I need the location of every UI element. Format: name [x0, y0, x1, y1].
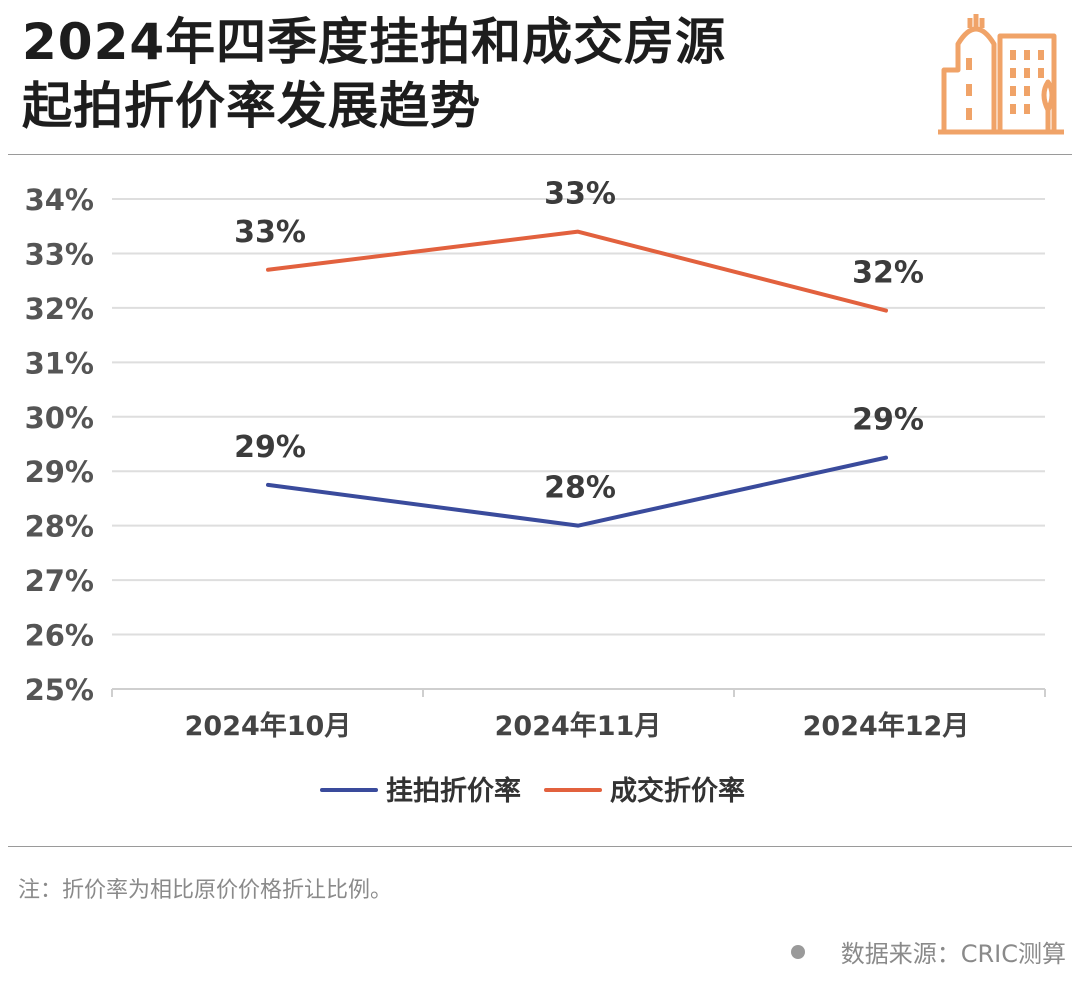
y-tick-label: 26% — [25, 619, 94, 653]
title-line-1: 2024年四季度挂拍和成交房源 — [22, 13, 727, 71]
bullet-dot-icon — [790, 944, 805, 959]
x-tick-label: 2024年11月 — [495, 710, 662, 742]
y-axis-ticks: 25% 26% 27% 28% 29% 30% 31% 32% 33% 34% — [25, 183, 94, 707]
line-chart: 25%26%27%28%29%30%31%32%33%34% 2024年10月 2… — [25, 177, 1046, 807]
building-icon — [938, 14, 1064, 135]
header-divider — [8, 154, 1072, 155]
y-tick-label: 27% — [25, 564, 94, 598]
footnote: 注：折价率为相比原价价格折让比例。 — [18, 878, 393, 903]
y-tick-label: 25% — [25, 673, 94, 707]
series-lines — [266, 229, 888, 528]
gridlines — [111, 198, 1046, 697]
y-tick-label: 34% — [25, 183, 94, 217]
y-tick-label: 31% — [25, 346, 94, 380]
y-tick-label: 33% — [25, 237, 94, 271]
y-tick-label: 32% — [25, 292, 94, 326]
x-tick-label: 2024年10月 — [185, 710, 352, 742]
x-axis-ticks: 2024年10月 2024年11月 2024年12月 — [185, 710, 970, 742]
data-label: 33% — [234, 215, 306, 250]
legend-label: 挂拍折价率 — [386, 775, 521, 807]
data-label: 33% — [544, 177, 616, 212]
data-label: 29% — [852, 403, 924, 438]
data-label: 28% — [544, 471, 616, 506]
y-tick-label: 29% — [25, 455, 94, 489]
legend-label: 成交折价率 — [610, 775, 745, 807]
data-source-text: 数据来源：CRIC测算 — [840, 940, 1066, 968]
title-line-2: 起拍折价率发展趋势 — [22, 77, 481, 135]
y-tick-label: 28% — [25, 510, 94, 544]
legend: 挂拍折价率 成交折价率 — [320, 775, 745, 807]
data-label: 29% — [234, 430, 306, 465]
chart-title: 2024年四季度挂拍和成交房源 起拍折价率发展趋势 — [22, 10, 726, 138]
x-tick-label: 2024年12月 — [803, 710, 970, 742]
y-tick-label: 30% — [25, 401, 94, 435]
data-labels: 29% 28% 29% 33% 33% 32% — [234, 177, 924, 506]
data-source: 数据来源：CRIC测算 — [790, 934, 1066, 969]
data-label: 32% — [852, 256, 924, 291]
footer-divider — [8, 846, 1072, 847]
series-line — [266, 229, 888, 313]
